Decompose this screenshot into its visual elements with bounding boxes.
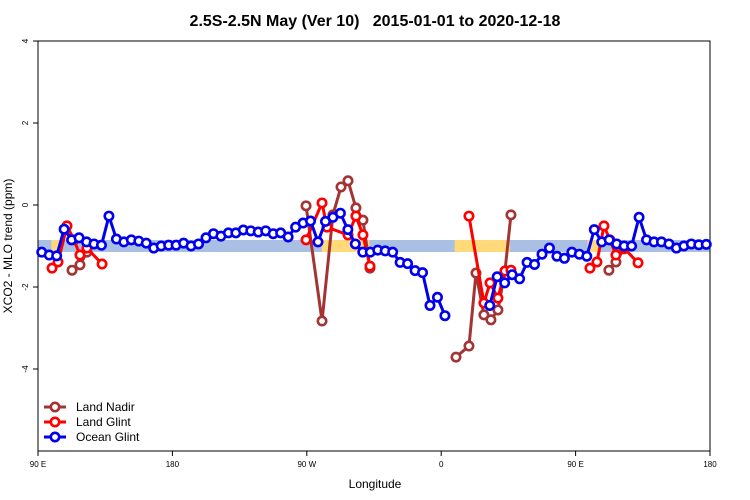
series-point [334, 207, 346, 219]
series-point [305, 215, 317, 227]
series-point [193, 238, 205, 250]
series-point [74, 259, 86, 271]
y-axis-label: XCO2 - MLO trend (ppm) [1, 179, 15, 314]
series-point [529, 258, 541, 270]
series-point [591, 256, 603, 268]
series-point [431, 291, 443, 303]
series-point [450, 351, 462, 363]
series-point [598, 220, 610, 232]
series-point [478, 309, 490, 321]
series-point [417, 267, 429, 279]
series-point [357, 229, 369, 241]
series-point [335, 181, 347, 193]
series-point [463, 340, 475, 352]
x-tick-label: 0 [439, 460, 444, 469]
series-point [46, 262, 58, 274]
series-point [558, 252, 570, 264]
surface-band [51, 240, 61, 252]
series-point [103, 210, 115, 222]
series-point [387, 246, 399, 258]
y-tick-label: 2 [21, 120, 30, 125]
series-point [491, 271, 503, 283]
series-point [58, 223, 70, 235]
series-point [499, 277, 511, 289]
series-point [492, 304, 504, 316]
series-point [584, 262, 596, 274]
series-point [603, 264, 615, 276]
y-tick-label: 4 [21, 38, 30, 43]
chart-title: 2.5S-2.5N May (Ver 10) 2015-01-01 to 202… [190, 13, 561, 30]
series-point [439, 310, 451, 322]
series-point [633, 211, 645, 223]
series-point [514, 273, 526, 285]
series-point [342, 224, 354, 236]
series-point [536, 248, 548, 260]
series-line [71, 178, 626, 359]
x-tick-label: 180 [166, 460, 180, 469]
x-tick-label: 90 W [297, 460, 316, 469]
series-point [66, 264, 78, 276]
series-point [349, 238, 361, 250]
y-tick-label: -2 [21, 283, 30, 291]
series-point [700, 238, 712, 250]
x-tick-label: 90 E [567, 460, 583, 469]
series-point [581, 250, 593, 262]
x-tick-label: 180 [703, 460, 717, 469]
series-point [632, 257, 644, 269]
series-point [96, 258, 108, 270]
series-point [316, 315, 328, 327]
series-point [95, 239, 107, 251]
legend-marker [49, 431, 61, 443]
series-point [51, 250, 63, 262]
series-point [588, 224, 600, 236]
series-point [364, 260, 376, 272]
x-axis-label: Longitude [349, 477, 402, 491]
y-tick-label: 0 [21, 202, 30, 207]
x-tick-label: 90 E [30, 460, 46, 469]
legend-marker [49, 401, 61, 413]
series-point [282, 231, 294, 243]
legend-marker [49, 416, 61, 428]
series-point [74, 249, 86, 261]
series-point [300, 200, 312, 212]
series-point [424, 299, 436, 311]
series-point [342, 175, 354, 187]
series-point [484, 299, 496, 311]
surface-band [587, 240, 600, 252]
series-point [316, 197, 328, 209]
legend-label: Land Glint [76, 415, 131, 429]
series-point [543, 242, 555, 254]
series-point [505, 209, 517, 221]
y-tick-label: -4 [21, 365, 30, 373]
series-point [140, 237, 152, 249]
series-point [300, 234, 312, 246]
series-point [485, 314, 497, 326]
series-point [350, 210, 362, 222]
legend-label: Land Nadir [76, 400, 135, 414]
legend-label: Ocean Glint [76, 430, 140, 444]
series-point [626, 240, 638, 252]
series-point [312, 236, 324, 248]
series-point [402, 258, 414, 270]
series-point [610, 249, 622, 261]
surface-band [454, 240, 510, 252]
series-point [492, 292, 504, 304]
series-point [463, 210, 475, 222]
